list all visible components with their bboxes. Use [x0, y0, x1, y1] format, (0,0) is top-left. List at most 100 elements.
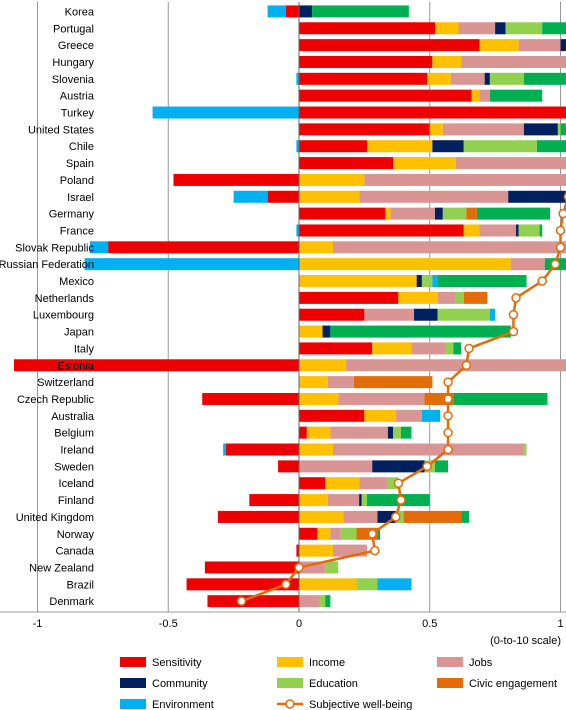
bar-denmark-health — [325, 595, 331, 608]
bar-new-zealand-sensitivity — [204, 561, 299, 574]
bar-luxembourg-environment — [489, 308, 496, 321]
bar-portugal-education — [505, 22, 543, 35]
x-tick-label-5: 1 — [557, 618, 563, 630]
bar-slovenia-income — [427, 72, 451, 85]
bar-greece-jobs — [518, 39, 561, 52]
category-label-ireland: Ireland — [60, 445, 94, 457]
bar-israel-jobs — [359, 190, 509, 203]
bar-sweden-sensitivity — [278, 460, 299, 473]
well-being-point-new-zealand — [294, 562, 304, 573]
bar-finland-income — [299, 494, 328, 507]
category-label-luxembourg: Luxembourg — [33, 310, 94, 322]
bar-denmark-education — [319, 595, 326, 608]
bar-mexico-education — [421, 275, 433, 288]
bar-france-environment — [296, 224, 299, 237]
bar-france-education — [518, 224, 540, 237]
bar-new-zealand-education — [325, 561, 339, 574]
well-being-point-finland — [396, 495, 406, 505]
category-label-poland: Poland — [60, 175, 94, 187]
x-tick-label-2: -0.5 — [159, 618, 178, 630]
bar-norway-income — [317, 527, 331, 540]
x-axis-label: (0-to-10 scale) — [490, 635, 561, 647]
bar-brazil-environment — [377, 578, 412, 591]
category-label-mexico: Mexico — [59, 276, 94, 288]
bar-united-states-health — [560, 123, 566, 136]
well-being-point-russian-federation — [550, 259, 561, 269]
bar-netherlands-jobs — [437, 291, 456, 304]
bar-italy-sensitivity — [299, 342, 373, 355]
bar-brazil-income — [299, 578, 357, 591]
well-being-point-czech-republic — [443, 394, 453, 404]
category-label-denmark: Denmark — [49, 596, 94, 608]
category-label-greece: Greece — [58, 40, 94, 52]
bar-italy-education — [445, 342, 454, 355]
bar-portugal-income — [434, 22, 459, 35]
bar-switzerland-income — [299, 376, 328, 389]
bar-portugal-community — [495, 22, 506, 35]
bar-slovenia-education — [489, 72, 524, 85]
bar-slovenia-community — [484, 72, 490, 85]
bar-germany-education — [442, 207, 467, 220]
bar-luxembourg-jobs — [364, 308, 415, 321]
category-label-chile: Chile — [69, 141, 94, 153]
bar-chile-education — [463, 140, 537, 153]
bar-chile-health — [536, 140, 566, 153]
bar-slovenia-sensitivity — [299, 72, 428, 85]
category-label-united-states: United States — [28, 124, 95, 136]
category-label-czech-republic: Czech Republic — [17, 394, 95, 406]
bar-iceland-jobs — [359, 477, 388, 490]
bar-australia-sensitivity — [299, 409, 365, 422]
well-being-point-germany — [558, 208, 566, 219]
well-being-point-australia — [443, 411, 453, 421]
bar-russian-federation-income — [299, 258, 511, 271]
bar-france-community — [516, 224, 519, 237]
bar-united-states-community — [523, 123, 558, 136]
bar-slovenia-environment — [296, 72, 299, 85]
bar-italy-income — [372, 342, 412, 355]
category-label-hungary: Hungary — [52, 57, 94, 69]
category-label-norway: Norway — [57, 529, 95, 541]
bar-estonia-income — [299, 359, 347, 372]
legend-label-subjective-well-being: Subjective well-being — [309, 699, 412, 710]
grid-lines — [37, 2, 561, 612]
bar-switzerland-civic-engagement — [353, 376, 433, 389]
bar-france-income — [463, 224, 480, 237]
well-being-line — [236, 192, 566, 606]
bar-norway-education — [340, 527, 357, 540]
legend-marker-subjective-well-being — [285, 699, 295, 709]
category-label-russian-federation: Russian Federation — [0, 259, 94, 271]
category-labels: Korea Portugal Greece Hungary Slovenia Austri… — [0, 6, 95, 608]
bar-united-kingdom-health — [461, 510, 469, 523]
bar-slovenia-jobs — [450, 72, 485, 85]
bar-portugal-health — [542, 22, 566, 35]
well-being-point-iceland — [393, 478, 404, 488]
bar-spain-income — [393, 157, 456, 170]
bar-russian-federation-environment — [84, 258, 299, 271]
bar-belgium-education — [393, 426, 401, 439]
bar-belgium-income — [306, 426, 331, 439]
category-label-canada: Canada — [55, 546, 94, 558]
bar-poland-income — [299, 173, 365, 186]
bar-korea-sensitivity — [285, 5, 299, 18]
well-being-point-canada — [370, 545, 380, 556]
x-tick-labels: -1.5-1-0.500.511.52 — [33, 618, 564, 630]
well-being-point-italy — [464, 343, 474, 354]
bar-greece-community — [560, 39, 566, 52]
well-being-point-united-kingdom — [391, 512, 401, 522]
legend-label-civic-engagement: Civic engagement — [469, 678, 557, 690]
well-being-point-belgium — [443, 427, 453, 438]
well-being-point-slovak-republic — [555, 242, 566, 253]
well-being-point-japan — [508, 326, 519, 337]
bar-iceland-sensitivity — [299, 477, 326, 490]
well-being-point-brazil — [281, 579, 291, 590]
bar-hungary-income — [432, 55, 462, 68]
bar-turkey-environment — [152, 106, 299, 119]
legend-swatch-jobs — [437, 657, 463, 667]
bar-germany-health — [476, 207, 551, 220]
legend-label-community: Community — [152, 678, 208, 690]
bar-united-kingdom-sensitivity — [217, 510, 299, 523]
bar-united-states-income — [429, 123, 443, 136]
well-being-point-netherlands — [511, 293, 521, 303]
legend-label-sensitivity: Sensitivity — [152, 657, 202, 669]
category-label-portugal: Portugal — [53, 23, 94, 35]
